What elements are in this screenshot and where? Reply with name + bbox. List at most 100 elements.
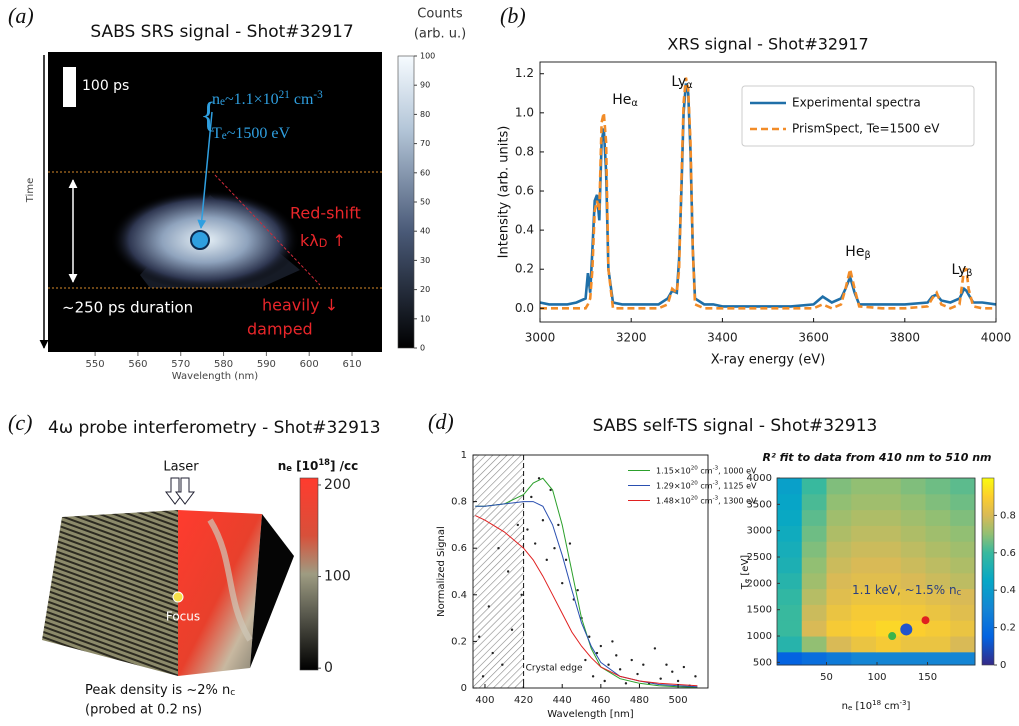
excluded-region xyxy=(473,455,524,688)
legend-label: 1.48×1020 cm-3, 1300 eV xyxy=(656,496,757,505)
plot-frame xyxy=(776,477,976,666)
y-axis-label: Normalized Signal xyxy=(436,526,447,617)
x-tick-label: 420 xyxy=(514,695,533,706)
data-point xyxy=(553,547,556,550)
heatmap-cell xyxy=(950,588,976,605)
heatmap-cell xyxy=(801,557,827,574)
text-part: e xyxy=(222,130,227,142)
heatmap-cell xyxy=(801,509,827,526)
text-part: e xyxy=(286,463,292,473)
heatmap-cell xyxy=(826,525,852,542)
heatmap-cell xyxy=(851,636,877,653)
x-axis-label: X-ray energy (eV) xyxy=(711,353,826,368)
y-tick-label: 1 xyxy=(461,450,467,461)
text-part: n xyxy=(842,701,848,712)
annotation: Lyα xyxy=(671,74,692,91)
annotation: ~250 ps duration xyxy=(62,299,193,317)
data-point xyxy=(564,558,568,562)
text-part: cm xyxy=(881,701,899,712)
colorbar-label: ne [1018] /cc xyxy=(278,457,359,472)
x-tick-label: 150 xyxy=(918,672,937,683)
heatmap-cell xyxy=(801,541,827,558)
data-point xyxy=(541,519,545,522)
colorbar-tick-label: 60 xyxy=(420,168,430,177)
text-part: 1.15×10 xyxy=(656,466,691,475)
colorbar-tick-label: 20 xyxy=(420,285,430,294)
data-point xyxy=(487,605,491,608)
heatmap-cell xyxy=(900,557,926,574)
text-part: Ly xyxy=(951,262,966,278)
y-tick-label: 0.8 xyxy=(451,497,467,508)
colorbar-tick-label: 100 xyxy=(324,569,351,585)
annotation: Peak density is ~2% nc xyxy=(85,683,235,698)
text-part: n xyxy=(278,459,287,473)
annotation: Focus xyxy=(166,610,200,624)
chart-title: SABS SRS signal - Shot#32917 xyxy=(90,22,353,42)
fit-point xyxy=(921,616,930,625)
plot-frame xyxy=(472,454,709,689)
density-map xyxy=(178,510,262,676)
y-tick-label: 0.4 xyxy=(515,223,534,237)
heatmap-cell xyxy=(826,620,852,637)
heatmap-cell xyxy=(851,620,877,637)
y-tick-label: 0.2 xyxy=(451,636,467,647)
heatmap-cell xyxy=(950,651,976,666)
text-part: [eV] xyxy=(740,555,751,579)
heatmap-cell xyxy=(900,572,926,590)
heatmap-cell xyxy=(777,651,803,666)
heatmap-cell xyxy=(900,651,926,666)
data-point xyxy=(607,663,610,666)
colorbar xyxy=(299,477,319,671)
heatmap-cell xyxy=(777,620,803,637)
colorbar-tick-label: 30 xyxy=(420,256,430,265)
heatmap-cell xyxy=(777,557,803,574)
x-tick-label: 460 xyxy=(591,695,610,706)
heatmap-cell xyxy=(826,557,852,574)
heatmap-cell xyxy=(876,478,902,495)
annotation: Red-shift xyxy=(290,204,361,223)
legend-label: PrismSpect, Te=1500 eV xyxy=(792,122,940,136)
data-point xyxy=(615,654,618,657)
heatmap-cell xyxy=(826,604,852,621)
data-point xyxy=(491,651,494,655)
data-point xyxy=(549,488,552,492)
text-part: cm xyxy=(290,91,314,108)
heatmap-cell xyxy=(925,478,951,495)
text-part: 18 xyxy=(872,699,881,707)
heatmap-cell xyxy=(826,509,852,526)
y-tick-label: 0.2 xyxy=(515,262,534,276)
data-point xyxy=(653,647,657,650)
heatmap-cell xyxy=(900,525,926,542)
text-part: -3 xyxy=(713,466,719,472)
annotation: kλD ↑ xyxy=(300,231,346,250)
chart-title: SABS self-TS signal - Shot#32913 xyxy=(593,416,878,436)
data-point xyxy=(510,628,514,631)
heatmap-cell xyxy=(851,478,877,495)
y-tick-label: 0.6 xyxy=(451,543,467,554)
data-point xyxy=(676,679,680,683)
interferogram xyxy=(42,510,178,676)
y-tick-label: 0.0 xyxy=(515,301,534,315)
heatmap-cell xyxy=(925,509,951,526)
text-part: c xyxy=(957,587,962,597)
heatmap-cell xyxy=(801,651,827,666)
heatmap-cell xyxy=(826,541,852,558)
heatmap-cell xyxy=(777,636,803,653)
panel-label: (c) xyxy=(8,410,32,435)
text-part: e xyxy=(848,704,852,712)
text-part: cm xyxy=(698,466,713,475)
heatmap-cell xyxy=(876,636,902,653)
x-tick-label: 500 xyxy=(669,695,688,706)
colorbar xyxy=(981,477,995,666)
data-point xyxy=(618,668,622,671)
heatmap-cell xyxy=(777,478,803,495)
text-part: 1.29×10 xyxy=(656,481,691,490)
x-tick-label: 400 xyxy=(475,695,494,706)
text-part: 1.1 keV, ~1.5% n xyxy=(852,583,957,597)
text-part: β xyxy=(864,250,870,261)
text-part: 20 xyxy=(691,466,699,472)
text-part: cm xyxy=(698,481,713,490)
heatmap-cell xyxy=(900,509,926,526)
heatmap-cell xyxy=(851,541,877,558)
